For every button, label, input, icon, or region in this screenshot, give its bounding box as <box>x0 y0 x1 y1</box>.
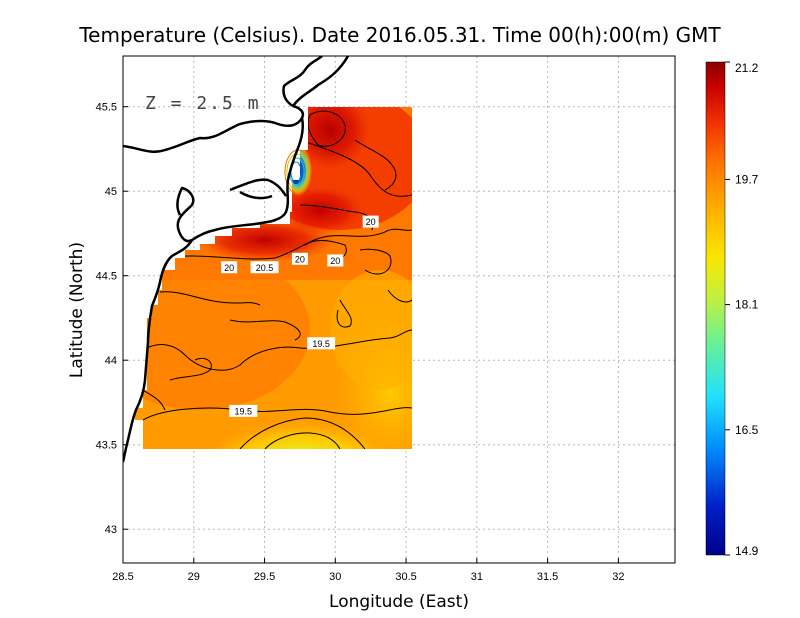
depth-annotation: Z = 2.5 m <box>145 93 261 114</box>
contour-label-box <box>362 215 379 228</box>
contour-label-box <box>291 252 308 265</box>
colorbar-tick-label: 21.2 <box>735 61 759 75</box>
y-tick-label: 43 <box>105 524 117 536</box>
contour-label-box <box>327 254 344 267</box>
y-tick-label: 43.5 <box>96 440 117 452</box>
x-tick-label: 32 <box>612 571 624 583</box>
y-axis-label: Latitude (North) <box>67 242 87 378</box>
coastline <box>123 56 350 463</box>
x-axis-ticks: 28.5 29 29.5 30 30.5 31 31.5 32 <box>112 558 625 583</box>
x-tick-label: 29 <box>188 571 200 583</box>
contour-label: 20.5 <box>256 263 274 273</box>
contour-lines <box>142 110 412 449</box>
x-tick-label: 29.5 <box>254 571 275 583</box>
y-tick-label: 45 <box>105 186 117 198</box>
x-tick-label: 31.5 <box>537 571 558 583</box>
x-axis-label: Longitude (East) <box>329 592 469 612</box>
contour-label: 20 <box>295 254 305 264</box>
contour-label: 20 <box>224 263 234 273</box>
contour-label-box <box>250 261 279 274</box>
colorbar-tick-label: 16.5 <box>735 423 759 437</box>
x-tick-label: 28.5 <box>112 571 133 583</box>
y-tick-label: 44 <box>105 355 117 367</box>
contour-label: 20 <box>366 217 376 227</box>
y-tick-label: 44.5 <box>96 271 117 283</box>
x-tick-label: 30 <box>329 571 341 583</box>
contour-label: 19.5 <box>312 339 330 349</box>
colorbar <box>705 61 726 556</box>
plot-border <box>122 55 676 564</box>
x-tick-label: 30.5 <box>395 571 416 583</box>
contour-label: 20 <box>330 256 340 266</box>
colorbar-tick-label: 18.1 <box>735 298 759 312</box>
colorbar-tick-label: 19.7 <box>735 172 759 186</box>
x-tick-label: 31 <box>471 571 483 583</box>
y-axis-ticks: 43 43.5 44 44.5 45 45.5 <box>96 102 128 536</box>
contour-label-box <box>229 404 258 417</box>
colorbar-ticks: 21.2 19.7 18.1 16.5 14.9 <box>725 61 759 558</box>
y-tick-label: 45.5 <box>96 102 117 114</box>
contour-label: 19.5 <box>235 406 253 416</box>
contour-label-box <box>221 261 238 274</box>
contour-labels: 20 20 20 20 20.5 19.5 19.5 <box>221 215 379 417</box>
contour-label-box <box>307 337 336 350</box>
colorbar-tick-label: 14.9 <box>735 544 759 558</box>
chart-title: Temperature (Celsius). Date 2016.05.31. … <box>78 23 721 47</box>
